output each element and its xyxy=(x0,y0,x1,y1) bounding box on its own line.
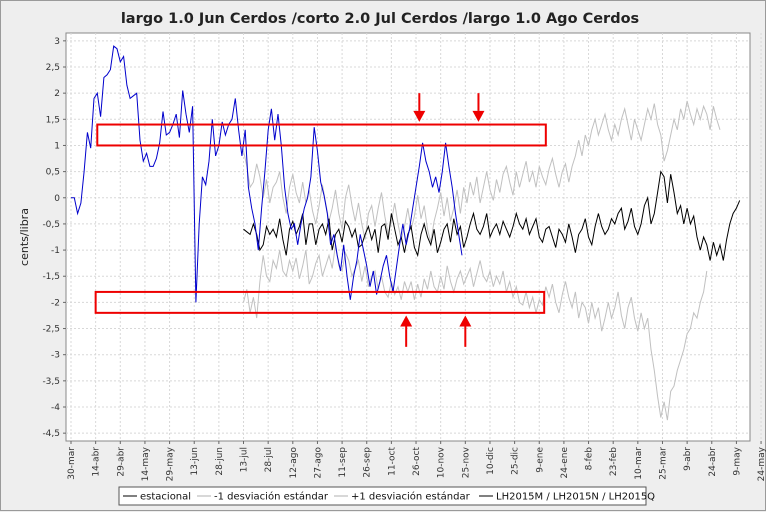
legend-entry: estacional xyxy=(140,492,191,503)
x-tick-label: 13-jun xyxy=(190,447,200,476)
x-tick-label: 24-may xyxy=(757,446,766,481)
x-tick-label: 29-abr xyxy=(116,447,126,477)
x-tick-label: 11-oct xyxy=(387,447,397,476)
y-tick-label: 2,5 xyxy=(46,63,60,73)
highlight-box xyxy=(94,290,546,314)
y-tick-label: -4,5 xyxy=(42,429,60,439)
legend-entry: LH2015M / LH2015N / LH2015Q xyxy=(496,492,655,503)
arrow-down xyxy=(413,110,426,122)
x-tick-label: 29-may xyxy=(166,446,176,481)
x-tick-label: 24-ene xyxy=(560,447,570,479)
x-tick-label: 10-nov xyxy=(437,446,447,478)
y-tick-label: -0,5 xyxy=(42,220,60,230)
x-tick-label: 8-feb xyxy=(585,447,595,471)
y-tick-label: 1 xyxy=(54,141,60,151)
y-axis-ticks: 3 2,5 2 1,5 1 0,5 0 -0,5 -1 -1,5 -2 -2,5 -3 -3,5 -4 -4,… xyxy=(42,37,66,439)
annotations xyxy=(94,93,547,347)
arrow-up xyxy=(400,315,413,327)
x-tick-label: 28-jun xyxy=(215,447,225,476)
legend-entry: -1 desviación estándar xyxy=(214,491,329,503)
y-tick-label: 2 xyxy=(54,89,60,99)
y-tick-label: -3 xyxy=(51,351,60,361)
series-line xyxy=(243,244,708,421)
y-tick-label: 1,5 xyxy=(46,115,60,125)
y-tick-label: -2 xyxy=(51,298,60,308)
x-tick-label: 10-dic xyxy=(486,447,496,475)
arrow-down xyxy=(472,110,485,122)
series-lines xyxy=(71,45,741,421)
x-tick-label: 26-oct xyxy=(412,447,422,476)
x-tick-label: 10-mar xyxy=(634,447,644,480)
x-tick-label: 26-sep xyxy=(363,447,373,478)
y-tick-label: -2,5 xyxy=(42,325,60,335)
series-line xyxy=(71,45,463,303)
series-line xyxy=(243,100,721,243)
x-tick-label: 11-sep xyxy=(338,447,348,478)
x-tick-label: 9-abr xyxy=(683,447,693,471)
x-tick-label: 30-mar xyxy=(67,447,77,480)
x-tick-label: 25-mar xyxy=(658,447,668,480)
y-tick-label: -4 xyxy=(51,403,60,413)
y-tick-label: -3,5 xyxy=(42,377,60,387)
x-tick-label: 27-ago xyxy=(313,447,323,479)
x-tick-label: 28-jul xyxy=(264,447,274,472)
x-tick-label: 14-may xyxy=(141,446,151,481)
y-axis-label: cents/libra xyxy=(18,208,31,266)
x-tick-label: 12-ago xyxy=(289,447,299,479)
x-tick-label: 14-abr xyxy=(92,447,102,477)
x-tick-label: 9-ene xyxy=(535,447,545,473)
series-line xyxy=(243,170,741,261)
y-tick-label: -1 xyxy=(51,246,60,256)
arrow-up xyxy=(459,315,472,327)
x-tick-label: 23-feb xyxy=(609,447,619,476)
y-tick-label: 0 xyxy=(54,194,60,204)
y-tick-label: 0,5 xyxy=(46,168,60,178)
legend-entry: +1 desviación estándar xyxy=(351,491,471,503)
y-tick-label: 3 xyxy=(54,37,60,47)
chart-title: largo 1.0 Jun Cerdos /corto 2.0 Jul Cerd… xyxy=(121,11,639,27)
legend-box xyxy=(118,486,647,506)
x-tick-label: 25-dic xyxy=(511,447,521,475)
x-tick-label: 24-abr xyxy=(708,447,718,477)
y-tick-label: -1,5 xyxy=(42,272,60,282)
highlight-box xyxy=(96,123,547,147)
x-tick-label: 25-nov xyxy=(461,446,471,478)
x-axis-ticks: 30-mar 14-abr 29-abr 14-may 29-may 13-jun 28-j… xyxy=(67,441,766,481)
x-tick-label: 13-jul xyxy=(240,447,250,472)
legend: estacional -1 desviación estándar +1 desvi… xyxy=(123,491,655,503)
x-tick-label: 9-may xyxy=(732,446,742,475)
